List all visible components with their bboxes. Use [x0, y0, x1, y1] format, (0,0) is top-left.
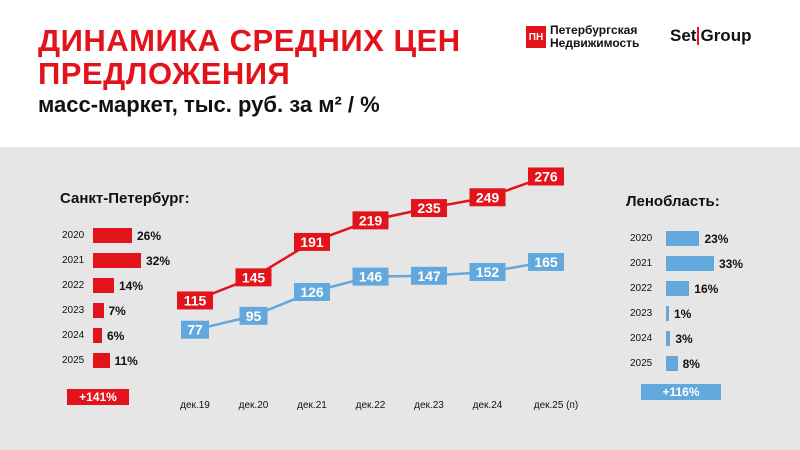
spb-year-label: 2022 — [62, 280, 85, 291]
spb-total-badge: +141% — [67, 389, 129, 405]
data-label: 219 — [359, 212, 383, 228]
lo-bar — [666, 331, 671, 346]
spb-bar — [93, 253, 141, 268]
data-point-box — [469, 262, 506, 281]
spb-bar — [93, 328, 102, 343]
logo-text-line-2: Недвижимость — [550, 36, 640, 50]
lo-bar-value: 16% — [694, 282, 719, 296]
lo-year-label: 2022 — [630, 283, 653, 294]
x-tick-label: дек.21 — [297, 400, 327, 411]
pn-mark: ПН — [526, 26, 546, 48]
x-tick-label: дек.24 — [473, 400, 503, 411]
lo-bar-value: 23% — [704, 232, 729, 246]
spb-bar-value: 6% — [107, 329, 125, 343]
lo-bar-value: 3% — [675, 332, 693, 346]
data-point-box — [235, 268, 272, 287]
spb-year-label: 2023 — [62, 305, 85, 316]
lo-bar-value: 33% — [719, 257, 744, 271]
spb-bar-value: 11% — [114, 354, 138, 368]
title-line-2: ПРЕДЛОЖЕНИЯ — [38, 56, 291, 91]
data-point-box — [469, 188, 506, 207]
lo-bar — [666, 256, 714, 271]
spb-year-label: 2025 — [62, 355, 85, 366]
spb-title: Санкт-Петербург: — [60, 190, 190, 207]
data-label: 147 — [417, 268, 441, 284]
spb-year-label: 2020 — [62, 230, 85, 241]
peterburgskaya-nedvizhimost-logo: ПН Петербургская Недвижимость — [526, 24, 639, 50]
spb-bar — [93, 303, 104, 318]
data-point-box — [411, 199, 447, 218]
setgroup-left: Set — [670, 26, 697, 45]
data-label: 95 — [246, 308, 262, 324]
title-line-1: ДИНАМИКА СРЕДНИХ ЦЕН — [38, 23, 461, 58]
data-label: 165 — [534, 254, 558, 270]
lo-bar-value: 1% — [674, 307, 692, 321]
setgroup-divider — [697, 27, 700, 45]
data-point-box — [528, 167, 564, 186]
data-point-box — [294, 282, 330, 301]
lo-bar — [666, 281, 690, 296]
spb-bar-value: 26% — [137, 229, 162, 243]
spb-bar-value: 32% — [146, 254, 171, 268]
setgroup-right: Group — [700, 26, 752, 45]
data-label: 145 — [242, 269, 266, 285]
lo-bar — [666, 231, 700, 246]
data-point-box — [177, 291, 213, 310]
spb-bar — [93, 228, 132, 243]
data-label: 126 — [300, 284, 324, 300]
lo-year-label: 2020 — [630, 233, 653, 244]
data-label: 235 — [417, 200, 441, 216]
lo-bar — [666, 306, 669, 321]
data-point-box — [352, 211, 389, 230]
lo-year-label: 2021 — [630, 258, 653, 269]
setgroup-logo: Set Group — [670, 26, 751, 46]
x-tick-label: дек.19 — [180, 400, 210, 411]
data-label: 77 — [187, 322, 203, 338]
data-point-box — [239, 306, 268, 325]
lo-bar-value: 8% — [682, 357, 700, 371]
x-tick-label: дек.22 — [356, 400, 386, 411]
lo-total-badge: +116% — [641, 384, 721, 400]
x-tick-label: дек.25 (п) — [534, 400, 579, 411]
x-tick-label: дек.20 — [239, 400, 269, 411]
lo-bar — [666, 356, 678, 371]
lo-title: Ленобласть: — [626, 193, 720, 210]
data-point-box — [352, 267, 389, 286]
spb-bar-value: 7% — [108, 304, 126, 318]
data-label: 115 — [184, 292, 207, 308]
chart-title: ДИНАМИКА СРЕДНИХ ЦЕН ПРЕДЛОЖЕНИЯ — [38, 24, 461, 90]
lo-year-label: 2024 — [630, 333, 653, 344]
data-point-box — [411, 266, 447, 285]
data-point-box — [294, 232, 330, 251]
data-label: 191 — [300, 234, 324, 250]
lo-year-label: 2025 — [630, 358, 653, 369]
spb-bar — [93, 278, 114, 293]
spb-bar — [93, 353, 110, 368]
data-label: 249 — [476, 189, 500, 205]
spb-bar-value: 14% — [119, 279, 144, 293]
chart-subtitle: масс-маркет, тыс. руб. за м² / % — [38, 92, 380, 117]
data-point-box — [181, 320, 209, 339]
logo-text-line-1: Петербургская — [550, 23, 638, 37]
lo-year-label: 2023 — [630, 308, 653, 319]
data-label: 152 — [476, 264, 500, 280]
data-label: 276 — [534, 168, 558, 184]
data-label: 146 — [359, 269, 383, 285]
spb-year-label: 2024 — [62, 330, 85, 341]
data-point-box — [528, 252, 564, 271]
spb-year-label: 2021 — [62, 255, 85, 266]
x-tick-label: дек.23 — [414, 400, 444, 411]
